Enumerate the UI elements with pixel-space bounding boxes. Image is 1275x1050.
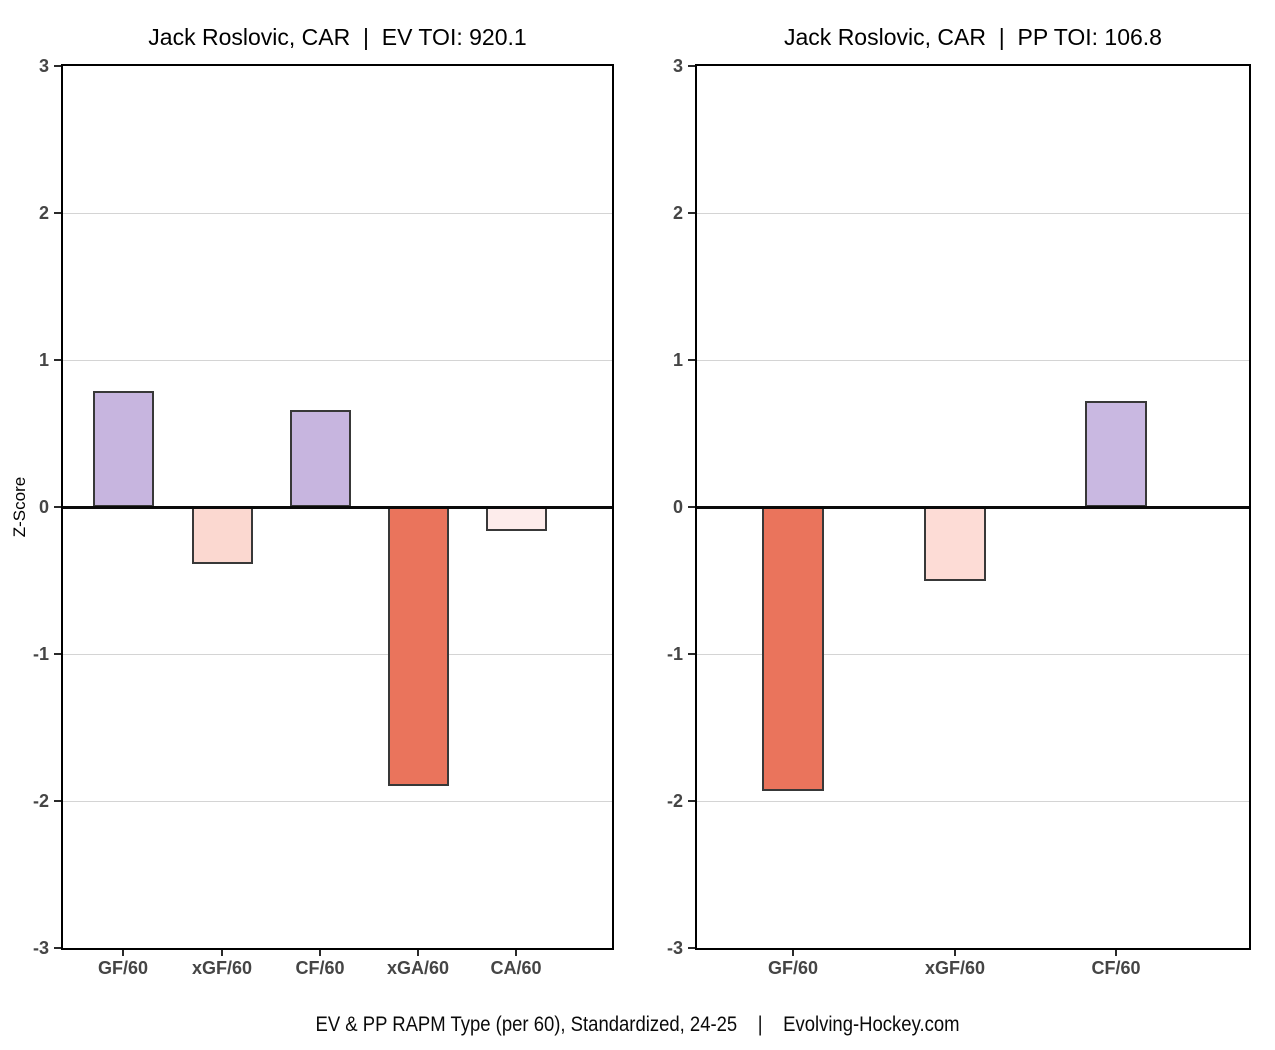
x-tick-cf-60 <box>1115 950 1117 956</box>
y-tick-1 <box>54 359 61 361</box>
zero-line <box>697 505 1249 509</box>
y-tick-label--2: -2 <box>666 791 683 811</box>
y-tick-label-3: 3 <box>672 56 683 76</box>
x-tick-label-gf-60: GF/60 <box>97 958 149 978</box>
x-tick-xga-60 <box>417 950 419 956</box>
figure-caption: EV & PP RAPM Type (per 60), Standardized… <box>315 1012 960 1036</box>
y-tick-1 <box>688 359 695 361</box>
y-tick-label--1: -1 <box>32 644 49 664</box>
x-tick-xgf-60 <box>954 950 956 956</box>
y-tick--3 <box>688 947 695 949</box>
x-tick-cf-60 <box>319 950 321 956</box>
pp-chart-panel <box>695 64 1251 950</box>
y-tick-label--1: -1 <box>666 644 683 664</box>
y-tick-label-0: 0 <box>672 497 683 517</box>
bar-xga-60 <box>387 507 449 787</box>
y-tick-label--2: -2 <box>32 791 49 811</box>
gridline-y-2 <box>697 800 1249 802</box>
bar-cf-60 <box>289 409 351 507</box>
y-tick-label--3: -3 <box>666 938 683 958</box>
ev-chart-panel <box>61 64 614 950</box>
y-tick--1 <box>688 653 695 655</box>
x-tick-label-xgf-60: xGF/60 <box>191 958 253 978</box>
gridline-y-1 <box>697 653 1249 655</box>
x-tick-label-cf-60: CF/60 <box>1091 958 1141 978</box>
y-tick--2 <box>688 800 695 802</box>
gridline-y1 <box>63 359 612 361</box>
gridline-y-2 <box>63 800 612 802</box>
y-tick--1 <box>54 653 61 655</box>
x-tick-label-xga-60: xGA/60 <box>386 958 450 978</box>
y-tick-label-2: 2 <box>672 203 683 223</box>
gridline-y1 <box>697 359 1249 361</box>
y-tick-2 <box>688 212 695 214</box>
y-tick-3 <box>54 65 61 67</box>
bar-xgf-60 <box>924 507 986 581</box>
y-tick-3 <box>688 65 695 67</box>
x-tick-label-xgf-60: xGF/60 <box>924 958 986 978</box>
x-tick-label-cf-60: CF/60 <box>295 958 345 978</box>
bar-cf-60 <box>1085 401 1147 507</box>
zero-line <box>63 505 612 509</box>
pp-chart-title: Jack Roslovic, CAR | PP TOI: 106.8 <box>784 24 1162 50</box>
y-tick-2 <box>54 212 61 214</box>
y-tick-label-2: 2 <box>38 203 49 223</box>
y-tick--2 <box>54 800 61 802</box>
y-tick--3 <box>54 947 61 949</box>
y-tick-label-1: 1 <box>38 350 49 370</box>
y-tick-label--3: -3 <box>32 938 49 958</box>
x-tick-gf-60 <box>792 950 794 956</box>
gridline-y-1 <box>63 653 612 655</box>
x-tick-gf-60 <box>122 950 124 956</box>
gridline-y2 <box>697 212 1249 214</box>
bar-xgf-60 <box>191 507 253 565</box>
y-tick-label-3: 3 <box>38 56 49 76</box>
y-tick-0 <box>688 506 695 508</box>
ev-chart-title: Jack Roslovic, CAR | EV TOI: 920.1 <box>148 24 527 50</box>
bar-gf-60 <box>762 507 824 791</box>
gridline-y2 <box>63 212 612 214</box>
y-tick-label-0: 0 <box>38 497 49 517</box>
x-tick-xgf-60 <box>221 950 223 956</box>
x-tick-label-ca-60: CA/60 <box>490 958 542 978</box>
x-tick-ca-60 <box>515 950 517 956</box>
y-tick-label-1: 1 <box>672 350 683 370</box>
bar-ca-60 <box>485 507 547 531</box>
bar-gf-60 <box>92 390 154 507</box>
x-tick-label-gf-60: GF/60 <box>767 958 819 978</box>
y-tick-0 <box>54 506 61 508</box>
